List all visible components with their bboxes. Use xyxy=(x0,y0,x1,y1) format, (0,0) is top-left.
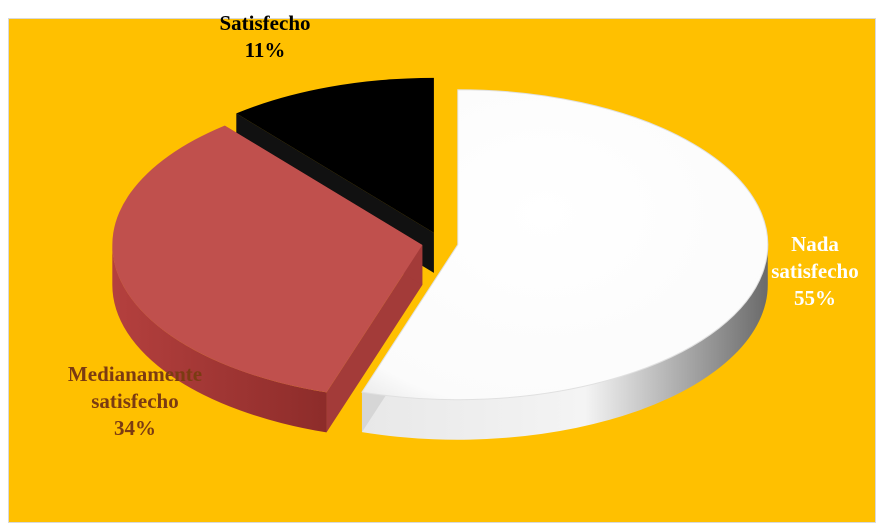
slice-label-satisfecho-pct: 11% xyxy=(244,38,286,62)
slice-label-nada-line2: satisfecho xyxy=(771,259,859,283)
pie-slice-nada-satisfecho xyxy=(361,89,769,440)
slice-label-mediana-line1: Medianamente xyxy=(67,362,203,386)
slice-label-mediana-pct: 34% xyxy=(114,416,156,440)
slice-label-satisfecho-name: Satisfecho xyxy=(219,11,311,35)
pie-slice-top-medianamente-satisfecho xyxy=(112,125,423,393)
slice-label-nada-line1: Nada xyxy=(791,232,839,256)
slice-label-medianamente-satisfecho: Medianamente satisfecho 34% xyxy=(40,361,230,442)
slice-label-mediana-line2: satisfecho xyxy=(91,389,179,413)
pie-slice-top-nada-satisfecho xyxy=(361,89,769,401)
slice-label-nada-satisfecho: Nada satisfecho 55% xyxy=(756,231,874,312)
pie-slice-side-medianamente-satisfecho xyxy=(112,245,327,433)
pie-slice-medianamente-satisfecho xyxy=(112,125,423,433)
pie-slice-top-satisfecho xyxy=(236,77,434,233)
pie-slice-face-medianamente-satisfecho-0 xyxy=(326,245,423,433)
slice-label-nada-pct: 55% xyxy=(794,286,836,310)
slice-label-satisfecho: Satisfecho 11% xyxy=(200,10,330,64)
pie-slice-side-nada-satisfecho xyxy=(361,244,768,440)
